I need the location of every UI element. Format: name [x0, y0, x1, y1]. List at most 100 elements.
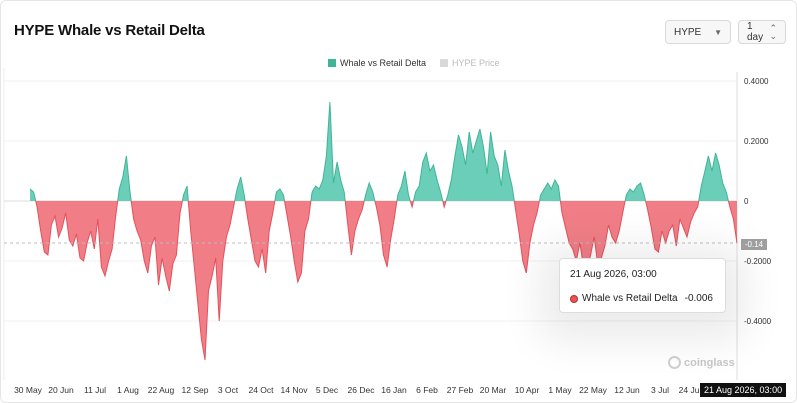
tooltip-series-name: Whale vs Retail Delta [582, 293, 678, 304]
tooltip-series-dot [570, 294, 578, 303]
line-positive [363, 181, 376, 202]
legend-swatch-delta [328, 59, 336, 67]
y-tick-label: 0.4000 [744, 77, 769, 86]
area-positive [446, 129, 515, 201]
line-positive [310, 101, 346, 202]
x-tick-label: 12 Sep [182, 385, 209, 395]
area-negative [514, 201, 540, 273]
legend-swatch-price [440, 59, 449, 67]
line-positive [234, 176, 246, 202]
interval-select[interactable]: 1 day ⌃ ⌄ [738, 20, 786, 44]
area-positive [413, 153, 443, 201]
area-positive [698, 153, 729, 201]
y-tick-label: -0.2000 [744, 257, 772, 266]
coin-select[interactable]: HYPE ▼ [665, 20, 731, 44]
line-negative [513, 200, 540, 274]
line-negative [645, 200, 700, 253]
area-positive [117, 156, 132, 201]
y-tick-label: -0.4000 [744, 317, 772, 326]
x-tick-label: 22 Aug [148, 385, 175, 395]
line-positive [274, 188, 285, 202]
legend-label-price: HYPE Price [452, 58, 500, 68]
line-negative [727, 200, 738, 244]
watermark-text: coinglass [684, 356, 735, 369]
line-negative [374, 200, 398, 268]
up-down-arrows-icon: ⌃ ⌄ [769, 23, 777, 41]
line-positive [396, 170, 411, 202]
x-tick-label: 11 Jul [84, 385, 106, 395]
line-negative [35, 200, 119, 278]
line-positive [538, 178, 561, 202]
x-tick-label: 1 May [548, 385, 572, 395]
area-negative [131, 201, 183, 291]
legend-item-delta[interactable]: Whale vs Retail Delta [328, 58, 426, 68]
area-negative [645, 201, 699, 252]
line-positive [624, 182, 647, 202]
y-tick-label: 0 [744, 197, 749, 206]
x-tick-label: 27 Feb [447, 385, 474, 395]
line-negative [344, 200, 365, 256]
area-positive [364, 183, 375, 201]
crosshair-x-label: 21 Aug 2026, 03:00 [700, 383, 787, 397]
coin-select-value: HYPE [674, 26, 702, 38]
interval-select-value: 1 day [747, 21, 764, 43]
area-negative [374, 201, 397, 267]
line-negative [244, 200, 276, 274]
line-positive [413, 151, 444, 202]
x-tick-label: 12 Jun [614, 385, 640, 395]
x-tick-label: 10 Apr [515, 385, 540, 395]
x-tick-label: 24 Oct [248, 385, 274, 395]
x-tick-label: 5 Dec [316, 385, 339, 395]
page-title: HYPE Whale vs Retail Delta [14, 22, 205, 39]
line-negative [130, 200, 183, 292]
tooltip-value: -0.006 [684, 293, 713, 304]
line-negative [559, 200, 626, 271]
coinglass-logo-icon [668, 356, 681, 369]
line-positive [181, 185, 189, 202]
area-negative [245, 201, 275, 273]
area-positive [234, 177, 246, 201]
x-tick-label: 14 Nov [281, 385, 309, 395]
line-negative [409, 200, 414, 209]
line-positive [117, 155, 132, 202]
chart-tooltip: 21 Aug 2026, 03:00 Whale vs Retail Delta… [559, 258, 726, 313]
x-tick-label: 22 May [579, 385, 608, 395]
area-positive [396, 171, 411, 201]
x-tick-label: 16 Jan [381, 385, 407, 395]
x-tick-label: 30 May [14, 385, 43, 395]
area-positive [310, 102, 346, 201]
chart-legend: Whale vs Retail Delta HYPE Price [328, 58, 500, 68]
area-negative [560, 201, 626, 270]
line-positive [698, 152, 729, 202]
area-negative [35, 201, 118, 276]
x-tick-label: 26 Dec [348, 385, 376, 395]
x-tick-label: 3 Jul [651, 385, 669, 395]
area-negative [728, 201, 737, 243]
area-positive [182, 186, 189, 201]
x-tick-label: 3 Oct [218, 385, 239, 395]
crosshair-y-label: -0.14 [741, 239, 767, 250]
x-tick-label: 24 Jul [679, 385, 702, 395]
x-tick-label: 20 Mar [480, 385, 507, 395]
area-positive [625, 183, 646, 201]
area-positive [539, 180, 561, 201]
area-positive [274, 189, 285, 201]
legend-item-price[interactable]: HYPE Price [440, 58, 500, 68]
caret-down-icon: ▼ [714, 27, 722, 37]
watermark: coinglass [668, 356, 735, 369]
line-positive [29, 188, 37, 202]
line-positive [445, 128, 515, 202]
x-tick-label: 20 Jun [48, 385, 74, 395]
y-tick-label: 0.2000 [744, 137, 769, 146]
line-negative [442, 200, 447, 209]
x-tick-label: 1 Aug [117, 385, 139, 395]
legend-label-delta: Whale vs Retail Delta [340, 58, 427, 68]
tooltip-row: Whale vs Retail Delta -0.006 [570, 293, 713, 304]
area-negative [284, 201, 311, 282]
area-positive [30, 189, 36, 201]
tooltip-time: 21 Aug 2026, 03:00 [570, 269, 657, 280]
line-negative [284, 200, 312, 284]
line-negative [187, 200, 236, 361]
x-tick-label: 6 Feb [416, 385, 438, 395]
